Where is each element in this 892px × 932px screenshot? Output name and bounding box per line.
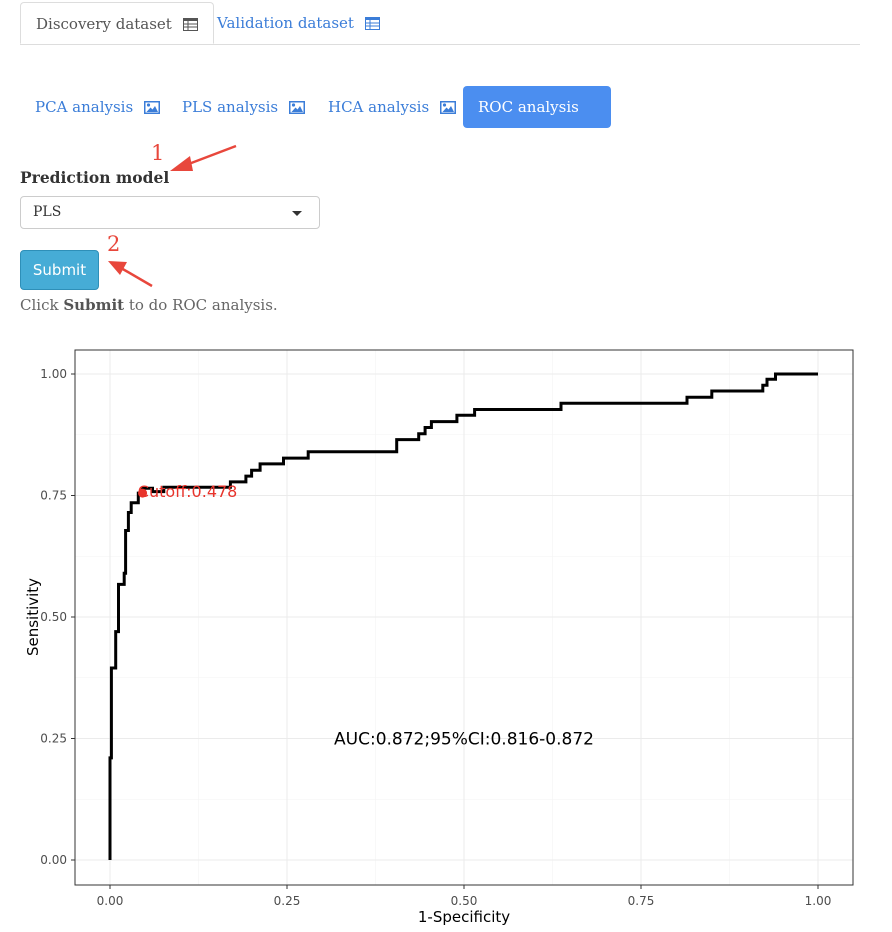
image-icon	[143, 88, 160, 130]
x-axis-title: 1-Specificity	[418, 908, 510, 926]
y-tick-label: 0.00	[40, 853, 67, 867]
arrow-1	[170, 144, 237, 171]
tab-validation-label: Validation dataset	[217, 14, 354, 32]
image-icon	[484, 130, 500, 172]
arrow-2	[108, 261, 153, 288]
y-axis-title: Sensitivity	[24, 578, 42, 656]
cutoff-point	[138, 488, 148, 498]
y-tick-label: 0.50	[40, 610, 67, 624]
x-tick-label: 1.00	[805, 894, 832, 908]
series-group	[108, 372, 818, 860]
roc-curve-line	[108, 372, 818, 860]
table-icon	[364, 4, 380, 46]
tab-pca-analysis[interactable]: PCA analysis	[20, 86, 175, 128]
tab-discovery-dataset[interactable]: Discovery dataset	[20, 2, 214, 44]
x-tick-label: 0.25	[274, 894, 301, 908]
tab-roc-analysis[interactable]: ROC analysis	[463, 86, 611, 156]
image-icon	[288, 88, 305, 130]
image-icon	[439, 88, 456, 130]
help-bold: Submit	[63, 296, 125, 314]
y-tick-label: 1.00	[40, 367, 67, 381]
prediction-model-select[interactable]: PLS	[20, 196, 320, 229]
tab-roc-label: ROC analysis	[478, 98, 579, 116]
selected-model-value: PLS	[33, 204, 62, 220]
axis-ticks: 0.00 0.25 0.50 0.75 1.00 0.00 0.25 0.50 0.75 1.00	[40, 367, 831, 908]
dataset-tabs: Discovery dataset Validation dataset	[20, 2, 860, 45]
help-text: Click Submit to do ROC analysis.	[20, 296, 278, 314]
tab-validation-dataset[interactable]: Validation dataset	[202, 2, 395, 44]
auc-annotation: AUC:0.872;95%CI:0.816-0.872	[334, 730, 594, 750]
tab-pca-label: PCA analysis	[35, 98, 134, 116]
tab-hca-analysis[interactable]: HCA analysis	[313, 86, 471, 128]
cutoff-label: Cutoff:0.478	[138, 482, 238, 501]
annotation-number-2: 2	[107, 232, 121, 256]
y-tick-label: 0.75	[40, 489, 67, 503]
y-tick-label: 0.25	[40, 732, 67, 746]
x-tick-label: 0.00	[97, 894, 124, 908]
tab-discovery-label: Discovery dataset	[36, 15, 172, 33]
submit-button[interactable]: Submit	[20, 250, 99, 290]
tab-pls-label: PLS analysis	[182, 98, 279, 116]
chevron-down-icon	[292, 211, 302, 216]
prediction-model-label: Prediction model	[20, 168, 170, 187]
x-tick-label: 0.75	[628, 894, 655, 908]
table-icon	[182, 5, 198, 47]
annotation-number-1: 1	[151, 141, 165, 165]
tab-pls-analysis[interactable]: PLS analysis	[167, 86, 320, 128]
x-tick-label: 0.50	[451, 894, 478, 908]
tab-hca-label: HCA analysis	[328, 98, 430, 116]
grid-lines	[75, 350, 853, 885]
